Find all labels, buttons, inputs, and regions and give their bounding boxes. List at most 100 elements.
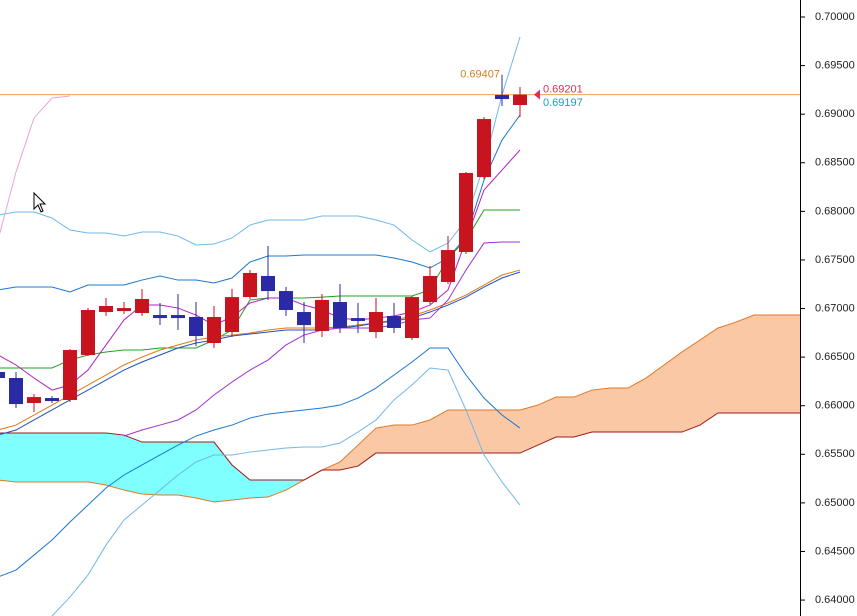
cloud-fill	[34, 433, 52, 482]
cloud-span-b	[0, 412, 800, 481]
cloud-fill	[682, 340, 700, 433]
candle-body	[243, 272, 257, 298]
candle-body	[81, 309, 95, 355]
candle-body	[27, 397, 41, 403]
cloud-fill	[70, 433, 88, 482]
cloud-fill	[790, 315, 800, 413]
candle-body	[423, 275, 437, 303]
candle-body	[207, 316, 221, 344]
indicator-line	[0, 149, 521, 391]
candle-body	[261, 275, 275, 292]
cloud-fill	[250, 480, 268, 499]
y-tick-label: 0.69000	[815, 108, 855, 120]
cloud-fill	[214, 442, 232, 503]
candle-body	[135, 299, 149, 314]
cloud-fill	[538, 397, 556, 446]
indicator-line	[0, 269, 521, 430]
cloud-fill	[340, 445, 358, 471]
candle-body	[441, 250, 455, 283]
candle-body	[351, 318, 365, 321]
candle-body	[45, 398, 59, 402]
y-tick-label: 0.64000	[815, 594, 855, 606]
cloud-fill	[142, 442, 160, 496]
cloud-fill	[718, 322, 736, 413]
indicator-line	[0, 114, 521, 293]
candle-body	[225, 297, 239, 333]
y-tick-label: 0.65500	[815, 448, 855, 460]
y-tick-label: 0.68000	[815, 205, 855, 217]
cloud-fill	[736, 315, 754, 413]
indicator-line	[0, 95, 71, 235]
cloud-fill	[394, 425, 412, 454]
candle-body	[333, 302, 347, 328]
cloud-fill	[448, 409, 466, 454]
cloud-fill	[0, 433, 16, 482]
cloud-span-a	[0, 314, 800, 503]
high-label: 0.69407	[460, 69, 500, 81]
cloud-fill	[412, 419, 430, 454]
cloud-fill	[16, 433, 34, 482]
candle-body	[171, 315, 185, 319]
cloud-fill	[502, 409, 520, 454]
indicator-line	[0, 271, 521, 436]
candle-body	[513, 94, 527, 106]
y-tick-label: 0.68500	[815, 157, 855, 169]
y-tick-label: 0.67500	[815, 254, 855, 266]
y-tick-label: 0.65000	[815, 497, 855, 509]
y-tick-label: 0.64500	[815, 545, 855, 557]
cloud-fill	[646, 364, 664, 433]
cloud-fill	[772, 315, 790, 413]
cloud-fill	[430, 409, 448, 454]
price-arrow	[534, 89, 540, 100]
y-tick-label: 0.66000	[815, 400, 855, 412]
candle-body	[495, 95, 509, 100]
cloud-fill	[88, 433, 106, 486]
cloud-fill	[700, 327, 718, 426]
price-label: 0.69201	[543, 84, 583, 96]
indicator-line	[0, 36, 521, 253]
candle-body	[459, 172, 473, 252]
candle-body	[153, 315, 167, 319]
y-tick-label: 0.70000	[815, 11, 855, 23]
cloud-fill	[268, 480, 286, 498]
candle-body	[387, 316, 401, 328]
candle-body	[369, 312, 383, 333]
cloud-fill	[376, 425, 394, 454]
candle-body	[315, 299, 329, 331]
cloud-fill	[556, 397, 574, 438]
candle-body	[189, 316, 203, 337]
cloud-fill	[628, 378, 646, 433]
cloud-fill	[52, 433, 70, 482]
cloud-fill	[106, 433, 124, 491]
cloud-fill	[232, 464, 250, 501]
candle-body	[297, 312, 311, 326]
cloud-fill	[520, 405, 538, 454]
cloud-fill	[178, 442, 196, 499]
cloud-fill	[574, 390, 592, 438]
cloud-fill	[358, 428, 376, 467]
cloud-fill	[592, 388, 610, 433]
candle-body	[405, 297, 419, 338]
cloud-fill	[754, 315, 772, 413]
candle-body	[279, 291, 293, 310]
cloud-fill	[160, 442, 178, 496]
y-tick-label: 0.66500	[815, 351, 855, 363]
y-tick-label: 0.67000	[815, 302, 855, 314]
candle-body	[0, 371, 5, 379]
candle-body	[99, 306, 113, 313]
candle-body	[9, 378, 23, 405]
candle-body	[477, 119, 491, 178]
candle-body	[117, 308, 131, 312]
cloud-fill	[196, 442, 214, 503]
cloud-fill	[664, 351, 682, 433]
candle-body	[63, 350, 77, 400]
cloud-fill	[610, 388, 628, 433]
indicator-line	[51, 367, 521, 616]
mouse-cursor	[33, 191, 47, 213]
indicator-line	[0, 347, 521, 577]
y-tick-label: 0.69500	[815, 60, 855, 72]
cloud-fill	[484, 409, 502, 454]
